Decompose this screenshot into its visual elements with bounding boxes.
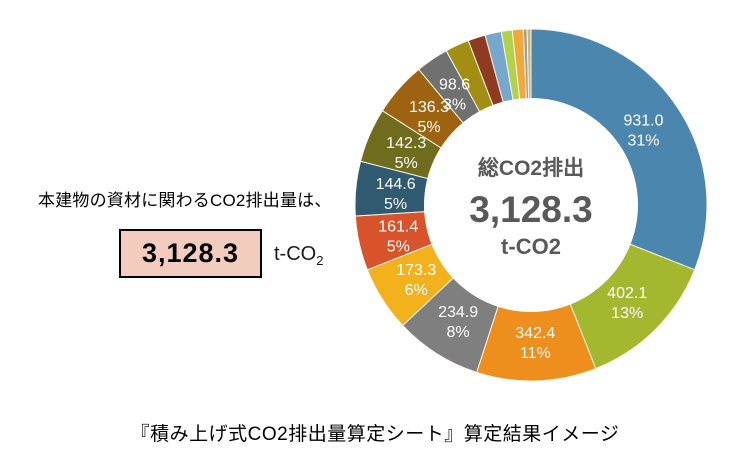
slice-label-0: 931.0 31% — [623, 113, 663, 150]
unit-subscript: 2 — [316, 253, 324, 268]
donut-hole — [424, 98, 638, 312]
donut-center-title: 総CO2排出 — [478, 156, 584, 180]
caption-text: 『積み上げ式CO2排出量算定シート』算定結果イメージ — [130, 424, 620, 445]
total-co2-unit: t-CO2 — [274, 243, 323, 268]
slice-label-8: 136.3 5% — [409, 99, 449, 136]
donut-slice-labels: 931.0 31% 402.1 13% 342.4 11% 234.9 8%173.3 6% 16… — [376, 77, 664, 362]
intro-text: 本建物の資材に関わるCO2排出量は、 — [38, 191, 332, 210]
slice-label-4: 173.3 6% — [396, 262, 436, 299]
slice-label-3: 234.9 8% — [438, 304, 478, 341]
slice-label-6: 144.6 5% — [376, 176, 416, 213]
slice-label-1: 402.1 13% — [607, 285, 647, 322]
total-co2-value: 3,128.3 — [141, 238, 240, 268]
slice-label-2: 342.4 11% — [515, 325, 555, 362]
slice-label-5: 161.4 5% — [378, 219, 418, 256]
donut-center-total: 3,128.3 — [469, 189, 592, 230]
slice-label-7: 142.3 5% — [386, 135, 426, 172]
slice-label-9: 98.6 3% — [439, 77, 470, 114]
unit-prefix: t-CO — [274, 243, 317, 265]
total-co2-box: 3,128.3 — [119, 229, 262, 278]
donut-chart: 931.0 31% 402.1 13% 342.4 11% 234.9 8%173.3 6% 16… — [354, 28, 708, 382]
donut-center-unit: t-CO2 — [501, 234, 561, 259]
